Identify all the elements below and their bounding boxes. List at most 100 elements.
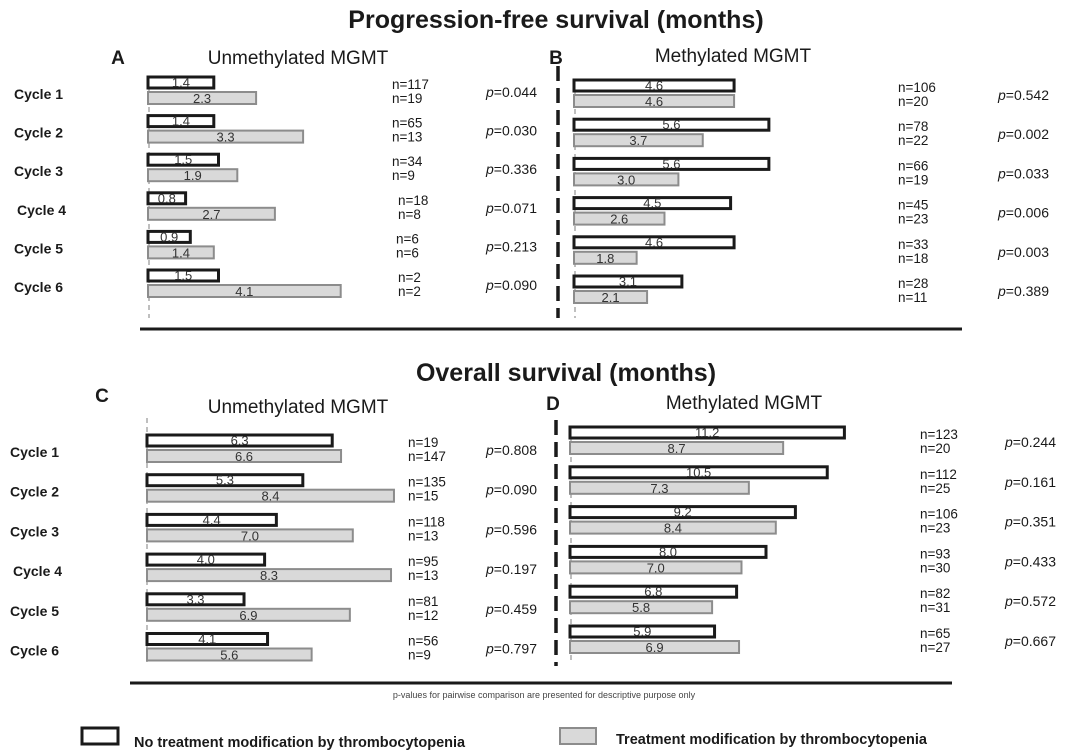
panel-c-bar-label-mod: 6.6 <box>235 449 253 464</box>
panel-c-p-value: p=0.197 <box>485 561 537 577</box>
panel-a-bar-mod <box>147 129 305 144</box>
panel-a-subtitle: Unmethylated MGMT <box>208 48 389 69</box>
panel-a-bar-label-no-mod: 0.9 <box>160 229 178 244</box>
panel-d-n-no-mod: n=112 <box>920 467 957 482</box>
legend-swatch-no-mod <box>80 726 120 746</box>
panel-b-n-mod: n=20 <box>898 94 928 109</box>
panel-c-bar-no-mod <box>145 433 334 448</box>
panel-c-bar-label-mod: 8.3 <box>260 568 278 583</box>
panel-d-p-value: p=0.572 <box>1004 593 1056 609</box>
panel-d-p-value: p=0.351 <box>1004 514 1056 530</box>
panel-d-p-value: p=0.667 <box>1004 633 1056 649</box>
panel-b-bar-no-mod <box>572 235 736 250</box>
panel-a-bar-mod <box>147 91 258 105</box>
panel-a-bar-mod <box>147 245 215 260</box>
panel-d-bar-mod <box>569 520 777 535</box>
panel-c-bar-mod <box>146 647 313 662</box>
panel-a-cycle-label: Cycle 4 <box>17 202 66 218</box>
panel-b-bar-label-no-mod: 4.6 <box>645 78 663 93</box>
panel-a-bar-label-mod: 2.3 <box>193 91 211 106</box>
panel-a-n-mod: n=19 <box>392 91 422 106</box>
panel-a-bar-label-mod: 4.1 <box>235 284 253 299</box>
panel-c-n-mod: n=15 <box>408 489 438 504</box>
panel-b-n-mod: n=23 <box>898 212 928 227</box>
panel-a-bar-label-no-mod: 1.4 <box>172 114 190 129</box>
panel-a-bar-label-no-mod: 1.5 <box>174 152 192 167</box>
panel-d-bar-no-mod <box>568 465 829 480</box>
panel-b-bar-label-no-mod: 5.6 <box>662 156 680 171</box>
panel-b-bar-label-no-mod: 3.1 <box>619 274 637 289</box>
panel-b-bar-no-mod <box>572 274 684 289</box>
panel-a-bar-no-mod <box>146 75 216 90</box>
legend-label-no-mod: No treatment modification by thrombocyto… <box>134 735 466 750</box>
panel-c-bar-label-no-mod: 5.3 <box>216 473 234 488</box>
panel-b-bar-no-mod <box>572 78 736 93</box>
panel-d-n-no-mod: n=106 <box>920 507 958 522</box>
panel-c-p-value: p=0.797 <box>485 641 537 657</box>
panel-b-p-value: p=0.003 <box>997 244 1049 260</box>
panel-c-bar-mod <box>146 607 351 622</box>
panel-b-bar-label-mod: 3.0 <box>617 172 635 187</box>
panel-c-cycle-label: Cycle 5 <box>10 603 59 619</box>
panel-c-p-value: p=0.596 <box>485 521 537 537</box>
panel-d-n-no-mod: n=82 <box>920 586 950 601</box>
panel-d-bar-no-mod <box>568 425 846 440</box>
panel-a-bar-label-mod: 2.7 <box>202 207 220 222</box>
panel-d-bar-label-mod: 7.3 <box>650 481 668 496</box>
panel-c-letter: C <box>95 386 109 407</box>
panel-d-bar-mod <box>569 560 743 575</box>
panel-c-n-mod: n=13 <box>408 528 438 543</box>
panel-c-subtitle: Unmethylated MGMT <box>208 397 389 418</box>
panel-c-p-value: p=0.090 <box>485 482 537 498</box>
panel-b-n-no-mod: n=33 <box>898 237 928 252</box>
panel-a-cycle-label: Cycle 1 <box>14 86 63 102</box>
panel-a-p-value: p=0.071 <box>485 200 537 216</box>
panel-c-bar-mod <box>146 568 393 583</box>
panel-c-cycle-label: Cycle 1 <box>10 444 59 460</box>
panel-b-letter: B <box>549 48 563 69</box>
panel-b-bar-mod <box>573 211 666 226</box>
panel-b-p-value: p=0.033 <box>997 165 1049 181</box>
os-section-title: Overall survival (months) <box>416 359 716 387</box>
panel-c-bar-no-mod <box>145 592 246 607</box>
panel-a-n-mod: n=9 <box>392 168 415 183</box>
panel-c-n-no-mod: n=118 <box>408 514 445 529</box>
panel-b-bar-no-mod <box>572 156 771 171</box>
panel-d-bar-no-mod <box>568 624 717 639</box>
panel-c-n-mod: n=13 <box>408 568 438 583</box>
panel-d-bar-label-no-mod: 5.9 <box>633 624 651 639</box>
panel-d-bar-label-no-mod: 6.8 <box>644 584 662 599</box>
panel-b-n-mod: n=11 <box>898 290 927 305</box>
panel-b-bar-label-no-mod: 5.6 <box>662 117 680 132</box>
panel-d-n-no-mod: n=65 <box>920 626 950 641</box>
panel-b-p-value: p=0.542 <box>997 87 1049 103</box>
panel-c-bar-no-mod <box>145 632 270 646</box>
panel-a-cycle-label: Cycle 6 <box>14 279 63 295</box>
panel-a-n-no-mod: n=65 <box>392 116 422 131</box>
panel-a-n-mod: n=13 <box>392 130 422 145</box>
panel-a-bar-mod <box>147 284 342 298</box>
panel-d-subtitle: Methylated MGMT <box>666 393 823 414</box>
panel-c-cycle-label: Cycle 2 <box>10 484 59 500</box>
panel-b-bar-no-mod <box>572 196 733 211</box>
panel-a-bar-mod <box>147 168 239 183</box>
panel-d-bar-no-mod <box>568 544 768 559</box>
panel-a-cycle-label: Cycle 2 <box>14 125 63 141</box>
panel-c-n-no-mod: n=135 <box>408 475 446 490</box>
panel-a-p-value: p=0.213 <box>485 238 537 254</box>
panel-c-bar-label-no-mod: 4.1 <box>198 632 216 647</box>
panel-a-n-no-mod: n=117 <box>392 77 429 92</box>
panel-b-bar-mod <box>573 133 704 148</box>
panel-d-n-mod: n=31 <box>920 600 950 615</box>
legend-label-mod: Treatment modification by thrombocytopen… <box>616 732 928 748</box>
panel-a-bar-label-mod: 1.4 <box>172 245 190 260</box>
panel-d-bar-label-no-mod: 9.2 <box>674 505 692 520</box>
panel-d-bar-label-mod: 6.9 <box>645 640 663 655</box>
panel-b-bar-mod <box>573 94 736 108</box>
panel-a-bar-no-mod <box>146 268 220 283</box>
panel-b-bar-mod <box>573 172 680 187</box>
panel-c-bar-mod <box>146 449 343 463</box>
panel-d-bar-label-mod: 7.0 <box>647 560 665 575</box>
